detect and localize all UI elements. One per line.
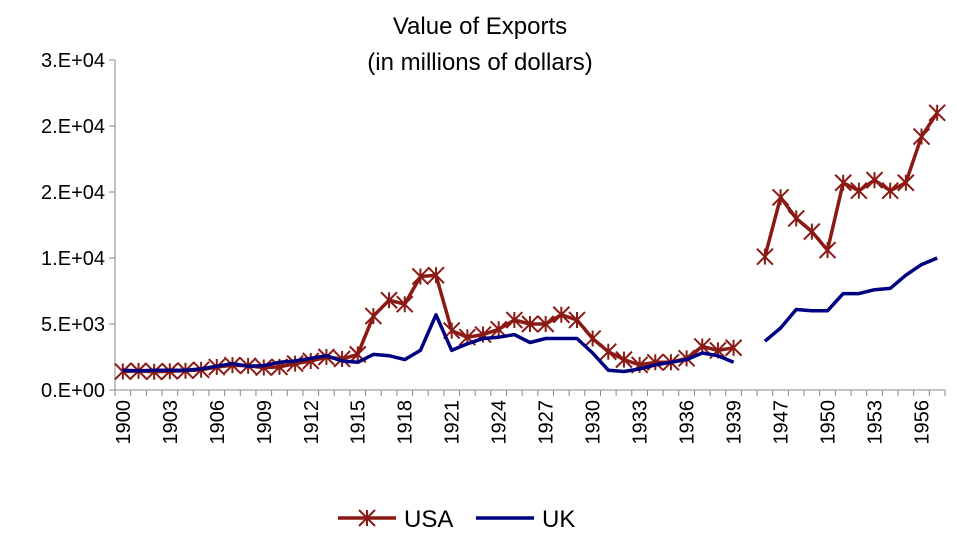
x-tick-label: 1933: [630, 400, 652, 445]
data-point: [599, 343, 618, 361]
legend: USA UK: [338, 506, 575, 533]
legend-marker: [358, 509, 376, 527]
x-tick-label: 1906: [207, 400, 229, 445]
data-point: [803, 222, 821, 241]
x-tick-label: 1950: [818, 400, 840, 445]
y-tick-label: 1.E+04: [41, 248, 105, 270]
data-point: [380, 291, 398, 309]
data-point: [724, 339, 743, 357]
data-point: [756, 247, 774, 266]
x-tick-label: 1956: [912, 400, 934, 445]
data-point: [521, 315, 539, 333]
legend-label: UK: [542, 506, 575, 533]
y-tick-label: 5.E+03: [41, 314, 105, 336]
data-point: [552, 306, 571, 324]
x-tick-label: 1912: [301, 400, 323, 445]
data-point: [865, 171, 884, 189]
x-tick-label: 1936: [677, 400, 699, 445]
x-tick-label: 1947: [771, 400, 793, 445]
data-point: [536, 315, 555, 333]
x-tick-label: 1909: [254, 400, 276, 445]
data-point: [568, 311, 586, 329]
legend-label: USA: [404, 506, 453, 533]
y-tick-label: 0.E+00: [41, 380, 105, 402]
data-point: [787, 209, 805, 228]
y-tick-label: 2.E+04: [41, 182, 105, 204]
series-usa: [114, 104, 946, 381]
legend-item-usa: USA: [338, 506, 453, 533]
x-tick-label: 1953: [865, 400, 887, 445]
data-point: [928, 104, 946, 122]
x-tick-label: 1924: [489, 400, 511, 445]
chart-title: Value of Exports: [393, 13, 567, 40]
x-tick-label: 1927: [536, 400, 558, 445]
data-point: [912, 127, 931, 146]
data-point: [427, 266, 445, 284]
y-tick-label: 3.E+04: [41, 50, 105, 72]
data-point: [286, 354, 304, 373]
data-point: [881, 181, 899, 200]
data-point: [850, 181, 868, 200]
x-tick-label: 1903: [160, 400, 182, 445]
data-point: [255, 358, 273, 377]
legend-item-uk: UK: [476, 506, 575, 533]
data-point: [396, 295, 414, 313]
series-uk: [122, 256, 938, 374]
x-tick-label: 1918: [395, 400, 417, 445]
chart-subtitle: (in millions of dollars): [367, 49, 592, 76]
data-point: [411, 267, 430, 286]
data-point: [818, 241, 837, 259]
data-point: [615, 350, 633, 369]
x-tick-label: 1939: [724, 400, 746, 445]
x-tick-label: 1900: [113, 400, 135, 445]
data-point: [771, 188, 790, 206]
data-point: [505, 311, 524, 329]
series-line: [122, 256, 938, 374]
x-tick-label: 1921: [442, 400, 464, 445]
series-line: [122, 111, 939, 374]
data-point: [364, 307, 383, 325]
axes: 0.E+00 5.E+03 1.E+04 2.E+04 2.E+04 3.E+04 1900…: [41, 50, 946, 445]
x-tick-label: 1930: [583, 400, 605, 445]
data-point: [897, 174, 915, 192]
data-point: [834, 174, 852, 192]
y-tick-label: 2.E+04: [41, 116, 105, 138]
data-point: [333, 350, 351, 368]
data-point: [583, 329, 602, 348]
data-point: [302, 352, 320, 370]
series-group: [114, 104, 946, 381]
x-tick-label: 1915: [348, 400, 370, 445]
